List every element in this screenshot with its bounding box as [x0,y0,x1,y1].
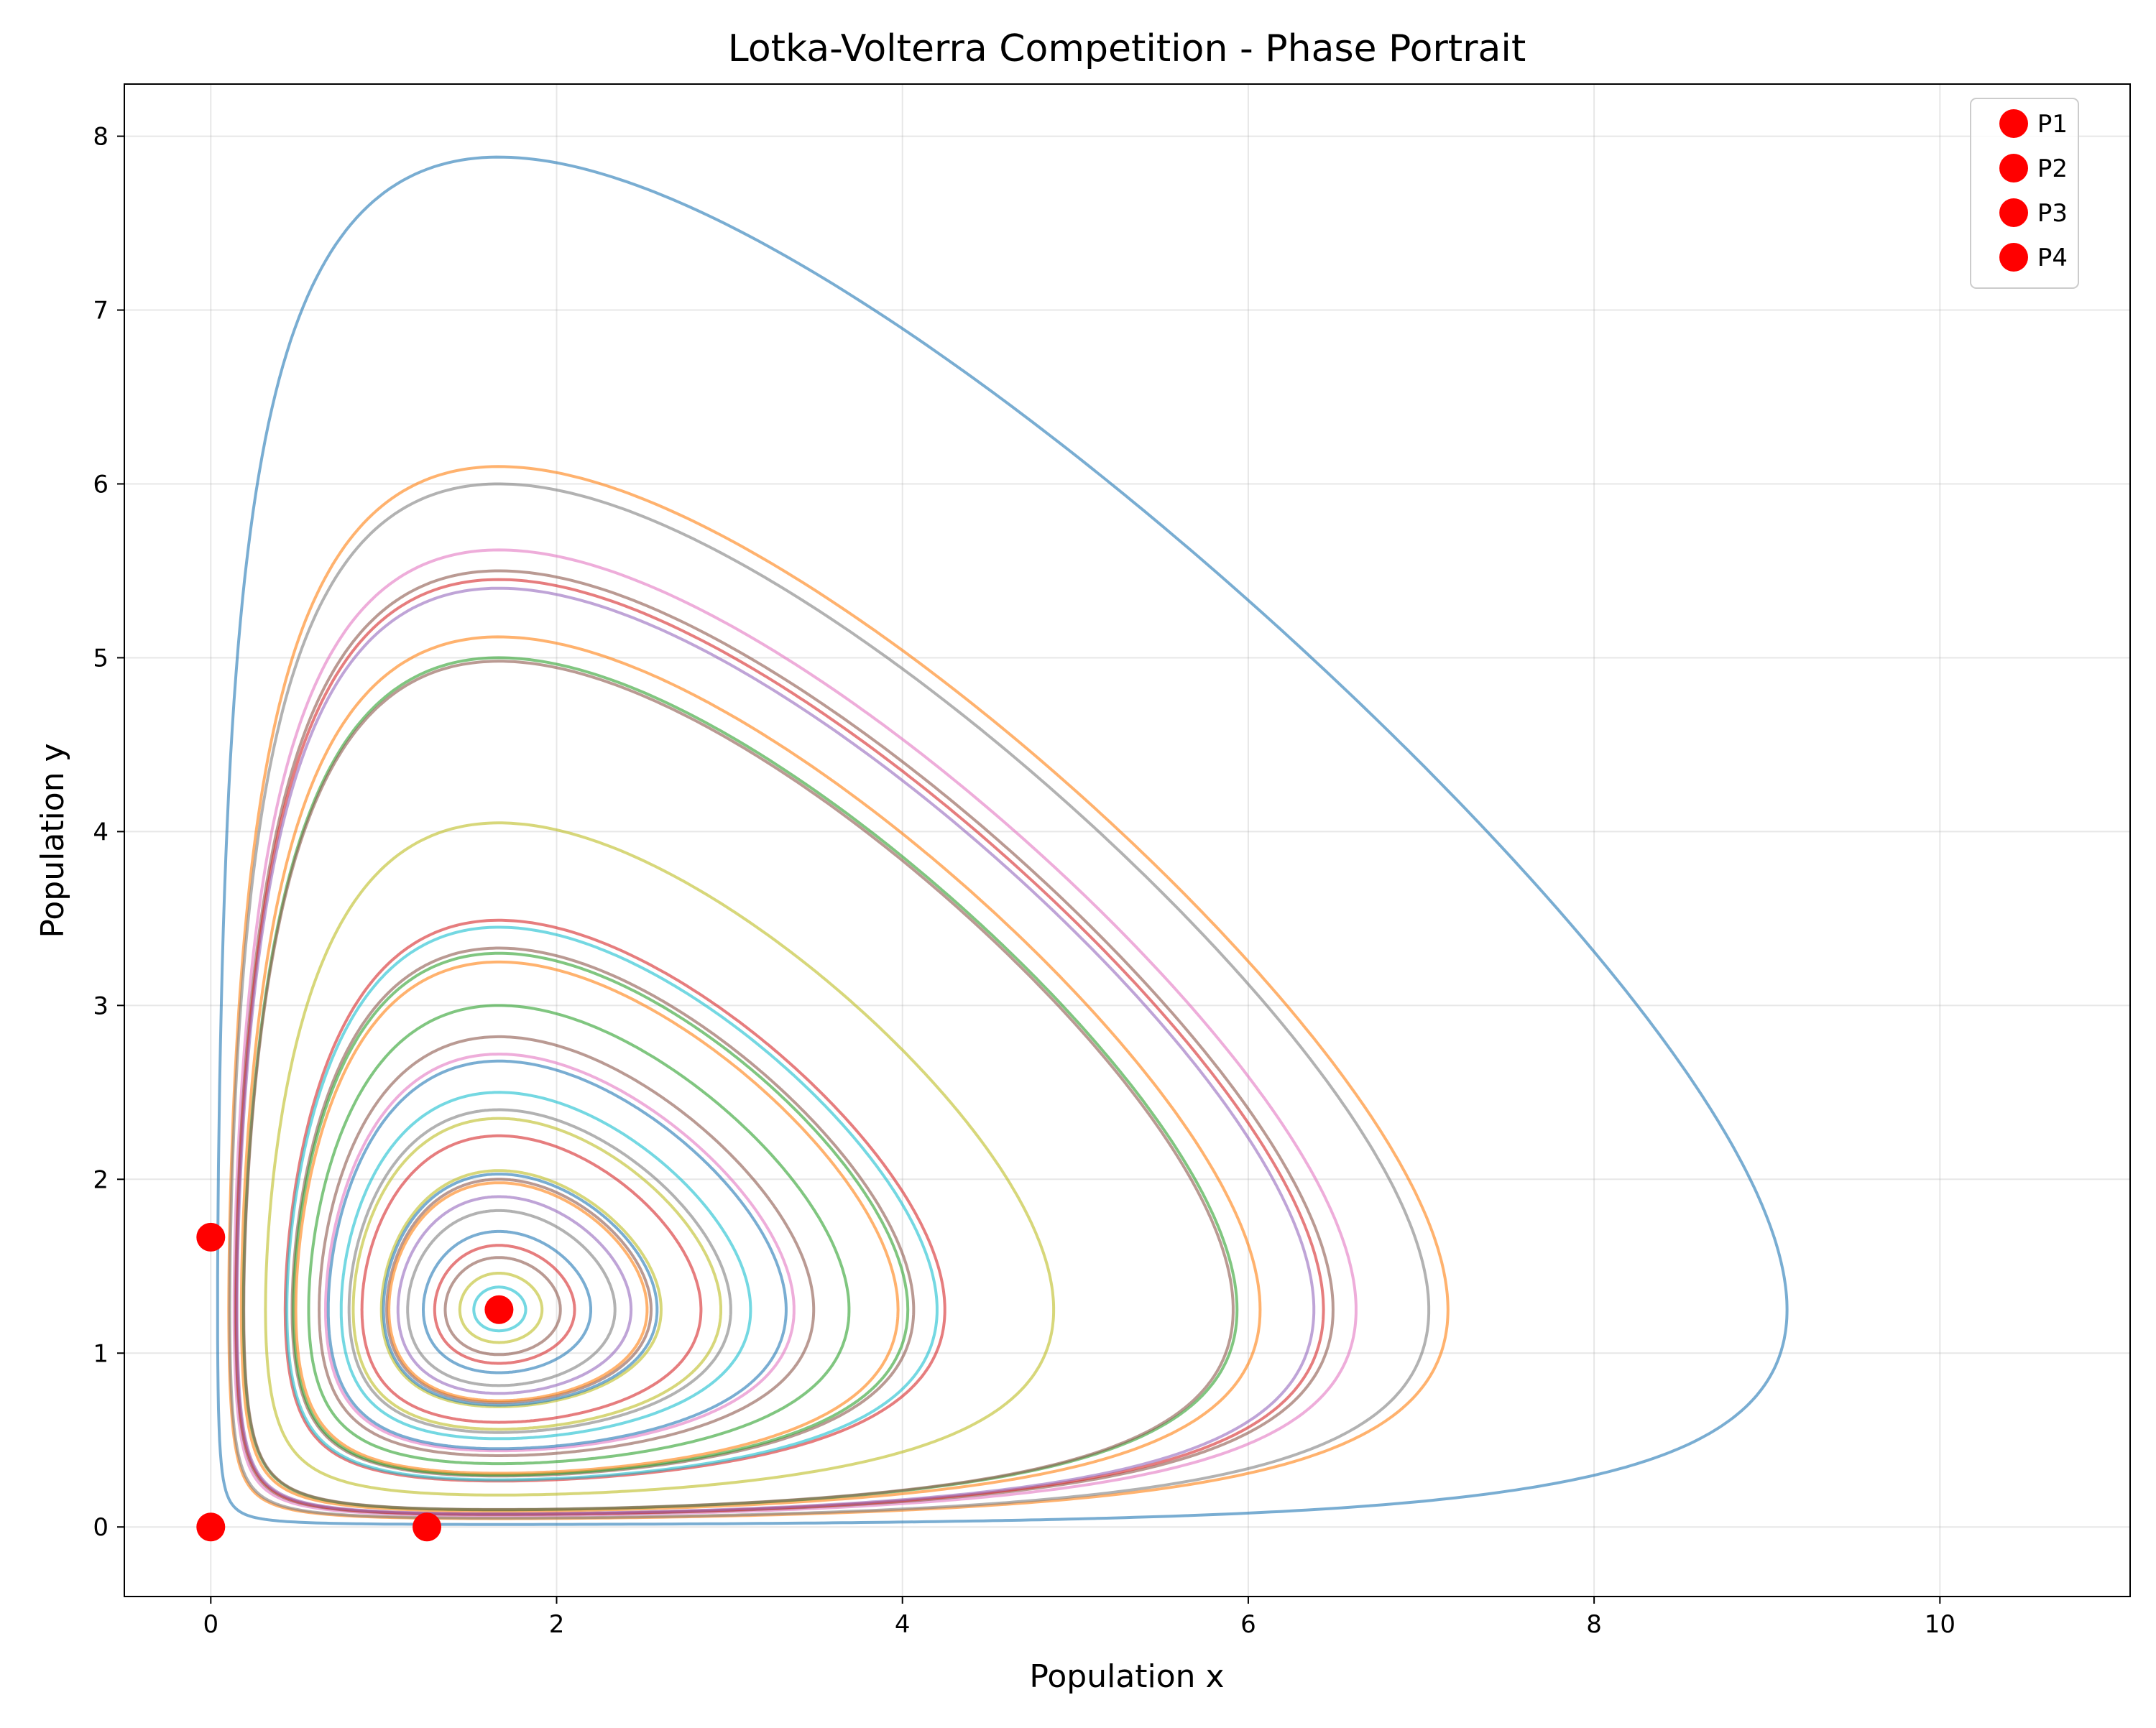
orbit-trajectory [318,1035,816,1457]
x-tick-label: 6 [1240,1610,1256,1639]
equilibrium-point-p3 [196,1222,226,1252]
orbit-trajectory [347,1108,732,1434]
orbit-trajectory [382,1173,659,1407]
axis-ticks: 0 2 4 6 8 10 0 1 2 3 4 5 6 7 8 [93,123,1955,1639]
orbit-trajectory [387,1181,649,1403]
orbit-trajectory [228,482,1431,1520]
orbit-trajectory [360,1134,703,1424]
legend-marker-p3 [1999,198,2028,227]
orbit-trajectory [285,925,939,1482]
orbits-layer [216,155,1789,1526]
legend-marker-p1 [1999,109,2028,138]
y-tick-label: 4 [93,818,109,846]
x-tick-label: 2 [549,1610,565,1639]
orbit-trajectory [406,1209,617,1387]
equilibrium-point-p4 [484,1295,514,1324]
y-tick-label: 1 [93,1339,109,1368]
y-tick-label: 0 [93,1513,109,1542]
legend-marker-p2 [1999,154,2028,182]
equilibrium-point-p2 [413,1512,442,1542]
x-tick-label: 0 [203,1610,218,1639]
legend-label-p4: P4 [2037,244,2068,272]
orbit-trajectory [396,1195,633,1395]
orbit-trajectory [216,155,1789,1526]
orbit-trajectory [326,1059,788,1451]
orbit-trajectory [379,1169,663,1408]
orbit-trajectory [443,1256,562,1357]
y-tick-label: 3 [93,992,109,1020]
orbit-trajectory [307,1004,851,1466]
legend-box [1970,98,2079,289]
orbit-trajectory [472,1285,528,1333]
orbit-trajectory [294,960,900,1475]
orbit-trajectory [292,951,910,1477]
orbit-trajectory [324,1053,796,1453]
legend: P1 P2 P3 P4 [1970,98,2079,289]
y-tick-label: 7 [93,297,109,325]
legend-marker-p4 [1999,243,2028,272]
plot-frame [124,83,2131,1597]
orbit-trajectory [458,1272,544,1344]
orbit-trajectory [242,660,1235,1511]
x-tick-label: 10 [1925,1610,1955,1639]
orbit-trajectory [385,1178,653,1404]
legend-label-p1: P1 [2037,110,2068,139]
orbit-trajectory [339,1091,752,1441]
chart-title: Lotka-Volterra Competition - Phase Portr… [728,27,1526,70]
orbit-trajectory [433,1244,576,1365]
orbit-trajectory [264,821,1056,1497]
y-tick-label: 5 [93,644,109,673]
legend-label-p3: P3 [2037,199,2068,228]
equilibrium-points-layer [196,1222,514,1542]
x-axis-label: Population x [1029,1658,1224,1695]
orbit-trajectory [351,1117,722,1431]
x-tick-label: 8 [1586,1610,1602,1639]
equilibrium-point-p1 [196,1512,226,1542]
y-tick-label: 2 [93,1165,109,1194]
y-tick-label: 8 [93,123,109,152]
y-axis-label: Population y [34,743,71,938]
legend-label-p2: P2 [2037,154,2068,183]
x-tick-label: 4 [895,1610,911,1639]
y-tick-label: 6 [93,470,109,499]
orbit-trajectory [235,586,1316,1515]
orbit-trajectory [422,1229,592,1374]
